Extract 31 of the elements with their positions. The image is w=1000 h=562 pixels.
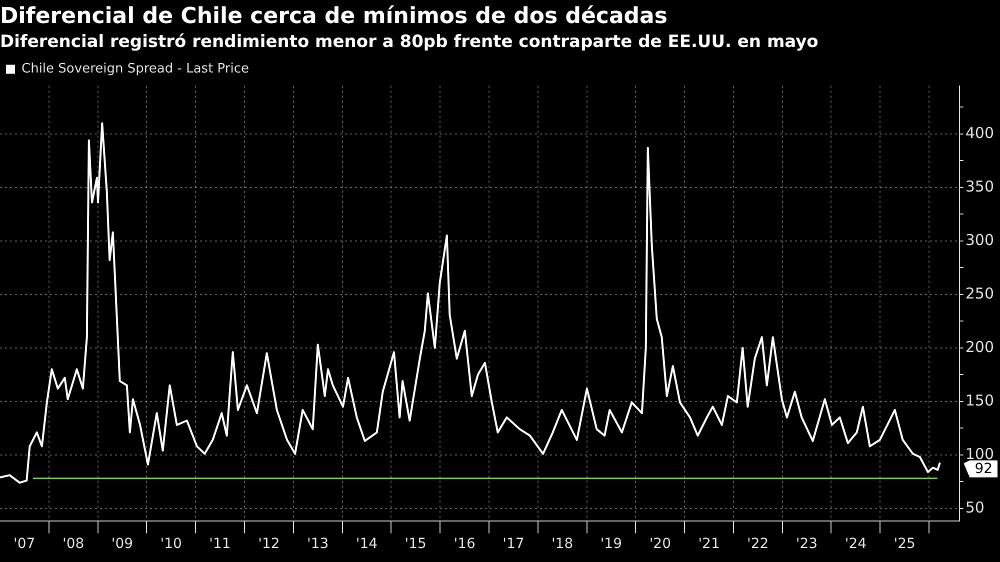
y-tick-label: 250 [965, 284, 994, 302]
x-tick-label: '15 [404, 536, 426, 552]
y-tick-label: 200 [965, 338, 994, 356]
x-tick-label: '19 [600, 536, 622, 552]
x-tick-label: '16 [454, 536, 476, 552]
x-tick-label: '25 [894, 536, 916, 552]
x-tick-label: '21 [698, 536, 720, 552]
x-tick-label: '12 [258, 536, 280, 552]
y-tick-label: 50 [965, 498, 984, 516]
x-tick-label: '08 [62, 536, 84, 552]
y-tick-label: 300 [965, 230, 994, 249]
y-tick-label: 150 [965, 391, 994, 410]
x-tick-label: '09 [111, 536, 134, 552]
x-tick-label: '11 [209, 536, 231, 552]
annotation: 92 [974, 461, 993, 478]
x-tick-label: '14 [356, 536, 378, 552]
x-tick-label: '22 [747, 536, 769, 552]
chart-subtitle: Diferencial registró rendimiento menor a 80pb frente contraparte de EE.UU. en mayo [0, 32, 818, 52]
y-tick-label: 400 [965, 124, 994, 142]
x-tick-label: '13 [306, 536, 329, 552]
chart-title: Diferencial de Chile cerca de mínimos de dos décadas [0, 4, 668, 29]
y-tick-label: 100 [965, 444, 994, 463]
y-tick-label: 350 [965, 177, 994, 196]
x-tick-label: '24 [844, 536, 867, 552]
x-tick-label: '20 [649, 536, 671, 552]
legend-label: Chile Sovereign Spread - Last Price [22, 62, 250, 77]
x-tick-label: '18 [551, 536, 574, 552]
x-tick-label: '23 [796, 536, 818, 552]
x-tick-label: '17 [502, 536, 524, 552]
x-tick-label: '10 [160, 536, 182, 552]
x-tick-label: '07 [14, 536, 36, 552]
